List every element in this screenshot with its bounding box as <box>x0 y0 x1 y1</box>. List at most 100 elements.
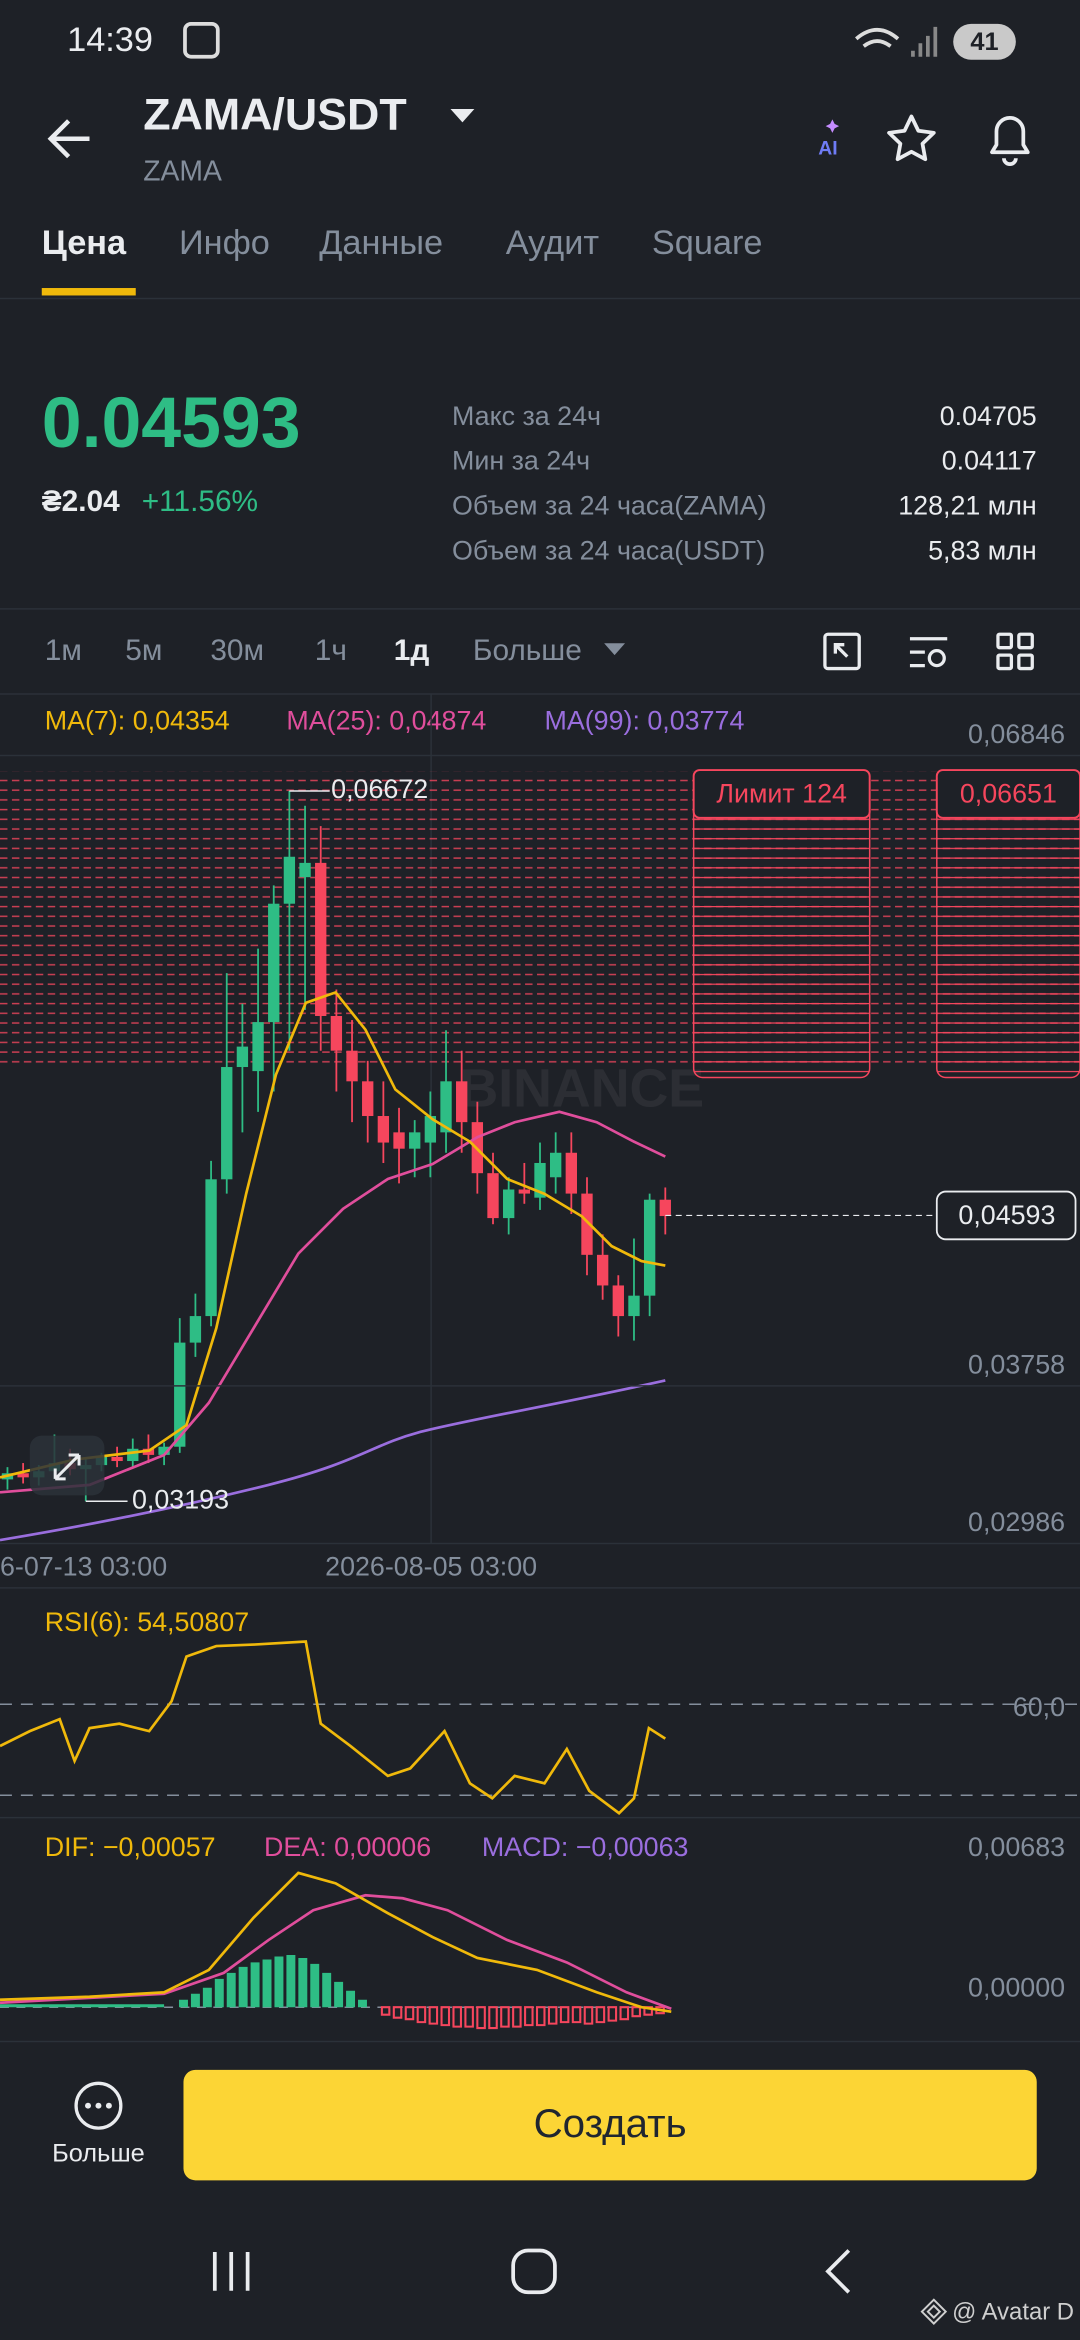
candle-body <box>659 1199 671 1217</box>
status-time: 14:39 <box>67 21 153 59</box>
interval[interactable]: 1м <box>45 634 82 667</box>
create-label[interactable]: Создать <box>534 2101 687 2146</box>
candle-body <box>111 1456 123 1462</box>
fiat-price: ₴2.04 <box>42 485 120 518</box>
last-price-box <box>935 1190 1077 1241</box>
candle-body <box>549 1152 562 1178</box>
tab[interactable]: Square <box>652 224 763 262</box>
alert-button[interactable] <box>990 116 1030 167</box>
ma7-line <box>0 990 666 1479</box>
candle-body <box>456 1081 468 1123</box>
dif-line <box>0 1871 672 2014</box>
candle-body <box>17 1473 29 1478</box>
dea-line <box>0 1893 672 2010</box>
nav-recent[interactable] <box>212 2251 250 2291</box>
battery <box>953 23 1016 60</box>
candle-body <box>221 1067 233 1180</box>
candles <box>1 791 671 1502</box>
interval[interactable]: 1д <box>394 634 430 667</box>
candle-body <box>393 1132 405 1149</box>
candle-body <box>205 1179 217 1317</box>
candle-body <box>503 1189 515 1219</box>
price-change: +11.56% <box>142 485 258 518</box>
ai-button[interactable]: AI <box>818 137 837 159</box>
create-button[interactable] <box>183 2069 1037 2181</box>
candle-body <box>377 1116 390 1143</box>
stat-value: 0.04705 <box>940 401 1037 431</box>
stat-label: Объем за 24 часа(USDT) <box>452 535 765 565</box>
layout-button[interactable] <box>996 632 1034 671</box>
candle-body <box>189 1316 202 1343</box>
credit-icon <box>920 2298 948 2325</box>
candle-body <box>440 1081 452 1133</box>
interval[interactable]: 30м <box>210 634 264 667</box>
candle-body <box>299 862 311 878</box>
candle-body <box>174 1342 186 1447</box>
last-price-label: 0,04593 <box>958 1200 1055 1230</box>
pair-dropdown[interactable] <box>450 108 475 123</box>
dea-legend: DEA: 0,00006 <box>264 1832 431 1862</box>
candle-body <box>252 1022 264 1072</box>
expand-icon <box>53 1453 81 1481</box>
limit-order-labels <box>692 769 1080 1079</box>
settings-button[interactable] <box>909 637 948 668</box>
limit-order-lines <box>0 771 1080 1065</box>
stat-label: Макс за 24ч <box>452 401 601 431</box>
macd-tick: 0,00000 <box>968 1972 1065 2002</box>
tab-bar: Цена Инфо Данные Аудит Square <box>42 224 763 262</box>
fullscreen-button[interactable] <box>823 632 861 671</box>
dif-legend: DIF: −0,00057 <box>45 1832 216 1862</box>
candle-body <box>409 1132 421 1149</box>
candle-body <box>628 1295 640 1317</box>
stat-value: 0.04117 <box>942 446 1037 476</box>
candle-body <box>581 1193 593 1255</box>
stat-value: 128,21 млн <box>898 490 1036 520</box>
nav-back[interactable] <box>825 2249 851 2294</box>
candle-body <box>565 1152 577 1194</box>
tab[interactable]: Инфо <box>179 224 270 262</box>
interval[interactable]: Больше <box>473 634 582 667</box>
status-icons <box>183 22 938 59</box>
battery-level: 41 <box>970 28 998 56</box>
macd-tick: 0,00683 <box>968 1832 1065 1862</box>
more-button[interactable] <box>74 2081 123 2130</box>
limit-order-price: 0,06651 <box>960 779 1057 809</box>
pair-title[interactable]: ZAMA/USDT <box>143 90 406 140</box>
limit-order-count[interactable]: Лимит 124 <box>716 779 847 809</box>
candle-body <box>283 856 296 904</box>
back-button[interactable] <box>47 119 90 159</box>
candle-body <box>518 1189 531 1194</box>
rsi-legend: RSI(6): 54,50807 <box>45 1607 249 1637</box>
macd-histogram-negative <box>380 2006 665 2030</box>
candle-body <box>330 1015 343 1051</box>
tab[interactable]: Данные <box>319 224 443 262</box>
interval[interactable]: 5м <box>125 634 162 667</box>
ma7-legend: MA(7): 0,04354 <box>45 705 230 735</box>
candle-body <box>236 1046 249 1068</box>
macd-histogram-positive <box>0 1954 367 2008</box>
ma25-line <box>0 1110 666 1494</box>
date-label: 6-07-13 03:00 <box>0 1552 167 1582</box>
interval[interactable]: 1ч <box>315 634 347 667</box>
stats: Макс за 24ч 0.04705 Мин за 24ч 0.04117 Объем… <box>452 401 1037 565</box>
tab[interactable]: Цена <box>42 224 127 262</box>
more-label[interactable]: Больше <box>52 2140 145 2168</box>
watermark: BINANCE <box>459 1059 704 1119</box>
candle-body <box>127 1448 139 1462</box>
y-tick-label: 0,02986 <box>968 1507 1065 1537</box>
last-price: 0.04593 <box>42 383 301 463</box>
candle-body <box>315 862 327 1016</box>
credit: @ Avatar D <box>952 2298 1074 2325</box>
candle-body <box>612 1285 624 1317</box>
favorite-button[interactable] <box>887 114 936 162</box>
chart-tools <box>823 632 1034 671</box>
nav-home[interactable] <box>511 2248 557 2295</box>
active-tab-indicator <box>41 288 136 296</box>
candle-body <box>596 1254 609 1286</box>
tab[interactable]: Аудит <box>506 224 600 262</box>
ma25-legend: MA(25): 0,04874 <box>286 705 486 735</box>
rsi-level: 60,0 <box>1013 1692 1065 1722</box>
more-dropdown[interactable] <box>604 643 626 656</box>
